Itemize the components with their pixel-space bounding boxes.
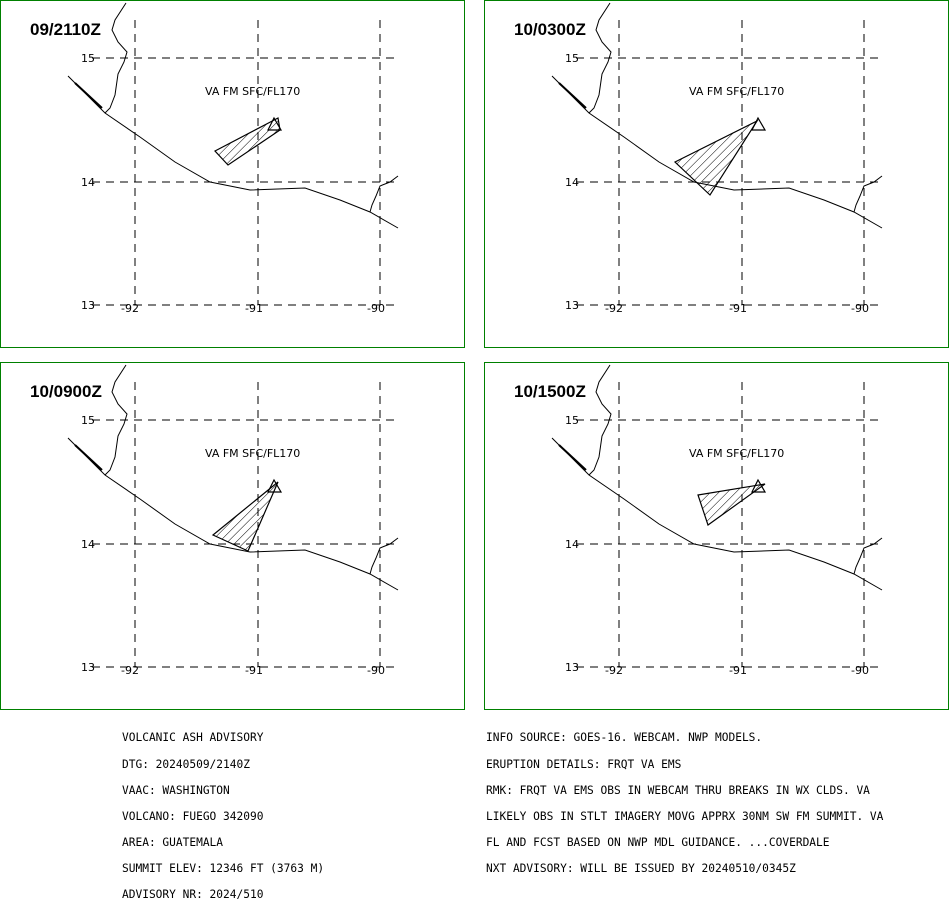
ash-cloud-polygon [697,483,766,526]
coastline [74,444,103,471]
latitude-tick-label: 14 [81,176,95,189]
map-svg [484,0,949,348]
latitude-tick-label: 14 [565,176,579,189]
longitude-tick-label: -91 [729,302,747,315]
latitude-tick-label: 13 [81,661,95,674]
advisory-line: RMK: FRQT VA EMS OBS IN WEBCAM THRU BREA… [486,783,870,797]
ash-level-label: VA FM SFC/FL170 [205,85,301,98]
longitude-tick-label: -92 [121,302,139,315]
border-line [588,364,612,476]
map-svg [0,0,465,348]
border-line [853,175,883,213]
volcano-icon [267,478,283,493]
latitude-tick-label: 14 [565,538,579,551]
forecast-panel: 10/0300Z VA FM SFC/FL170 15 14 13 -92 -91 -90 [484,0,949,348]
map-svg [0,362,465,710]
advisory-line: VOLCANIC ASH ADVISORY [122,731,264,745]
coastline [67,75,399,229]
valid-time-label: 10/0900Z [30,382,102,401]
forecast-panel: 10/0900Z VA FM SFC/FL170 15 14 13 -92 -91 -90 [0,362,465,710]
advisory-left-text: VOLCANIC ASH ADVISORY DTG: 20240509/2140… [122,717,324,908]
coastline [558,444,587,471]
ash-level-label: VA FM SFC/FL170 [689,85,785,98]
advisory-line: ADVISORY NR: 2024/510 [122,887,264,901]
border-line [369,537,399,575]
advisory-line: ERUPTION DETAILS: FRQT VA EMS [486,757,682,771]
border-line [104,2,128,114]
volcano-icon [267,116,283,131]
advisory-line: SUMMIT ELEV: 12346 FT (3763 M) [122,861,325,875]
forecast-panel: 09/2110Z VA FM SFC/FL170 15 14 13 -92 -91 -90 [0,0,465,348]
latitude-tick-label: 14 [81,538,95,551]
advisory-line: INFO SOURCE: GOES-16. WEBCAM. NWP MODELS… [486,731,763,745]
ash-level-label: VA FM SFC/FL170 [205,447,301,460]
ash-cloud-polygon [211,481,279,552]
longitude-tick-label: -92 [605,664,623,677]
latitude-tick-label: 15 [565,414,579,427]
latitude-tick-label: 13 [565,299,579,312]
advisory-line: NXT ADVISORY: WILL BE ISSUED BY 20240510… [486,861,796,875]
forecast-panel: 10/1500Z VA FM SFC/FL170 15 14 13 -92 -91 -90 [484,362,949,710]
advisory-line: VAAC: WASHINGTON [122,783,230,797]
longitude-tick-label: -92 [605,302,623,315]
longitude-tick-label: -91 [245,664,263,677]
longitude-tick-label: -90 [851,664,869,677]
latitude-tick-label: 13 [81,299,95,312]
longitude-tick-label: -90 [367,302,385,315]
coastline [74,82,103,109]
panel-frame [484,0,949,348]
advisory-line: DTG: 20240509/2140Z [122,757,250,771]
advisory-line: FL AND FCST BASED ON NWP MDL GUIDANCE. .… [486,835,830,849]
advisory-line: AREA: GUATEMALA [122,835,224,849]
panel-frame [484,362,949,710]
volcano-icon [751,116,767,131]
border-line [853,537,883,575]
ash-level-label: VA FM SFC/FL170 [689,447,785,460]
valid-time-label: 09/2110Z [30,20,101,39]
latitude-tick-label: 15 [81,414,95,427]
border-line [369,175,399,213]
longitude-tick-label: -91 [729,664,747,677]
ash-cloud-polygon [673,119,759,196]
longitude-tick-label: -92 [121,664,139,677]
panel-frame [0,362,465,710]
advisory-line: VOLCANO: FUEGO 342090 [122,809,264,823]
advisory-line: LIKELY OBS IN STLT IMAGERY MOVG APPRX 30… [486,809,884,823]
border-line [104,364,128,476]
coastline [558,82,587,109]
longitude-tick-label: -91 [245,302,263,315]
latitude-tick-label: 15 [81,52,95,65]
longitude-tick-label: -90 [367,664,385,677]
map-svg [484,362,949,710]
valid-time-label: 10/1500Z [514,382,586,401]
latitude-tick-label: 15 [565,52,579,65]
valid-time-label: 10/0300Z [514,20,586,39]
latitude-tick-label: 13 [565,661,579,674]
volcano-icon [751,478,767,493]
coastline [67,437,399,591]
longitude-tick-label: -90 [851,302,869,315]
border-line [588,2,612,114]
advisory-right-text: INFO SOURCE: GOES-16. WEBCAM. NWP MODELS… [486,717,883,882]
panel-frame [0,0,465,348]
coastline [551,437,883,591]
